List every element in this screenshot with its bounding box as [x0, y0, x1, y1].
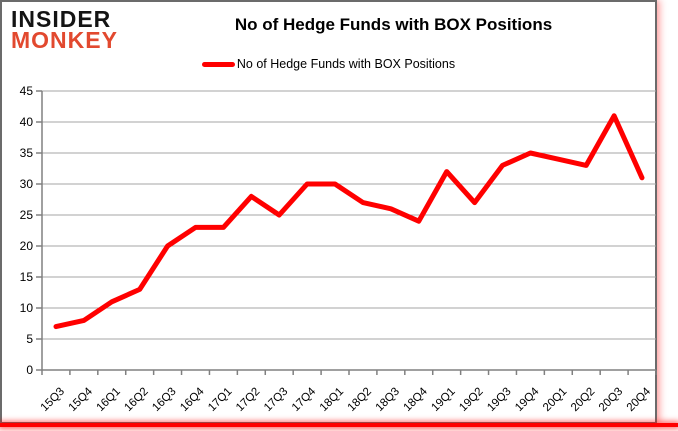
x-axis-tick-label: 20Q1: [541, 386, 569, 414]
red-bottom-border: [0, 423, 678, 427]
y-axis-tick-label: 30: [20, 177, 34, 191]
x-axis-tick-label: 19Q3: [485, 386, 513, 414]
x-axis-tick-label: 20Q3: [597, 386, 625, 414]
y-axis-tick-label: 0: [26, 363, 33, 377]
y-axis-tick-label: 35: [20, 146, 34, 160]
y-axis-tick-label: 15: [20, 270, 34, 284]
x-axis-tick-label: 16Q1: [95, 386, 123, 414]
x-axis-tick-label: 17Q4: [290, 385, 319, 414]
y-axis-tick-label: 45: [20, 84, 34, 98]
logo-text-insider: INSIDER: [11, 6, 112, 32]
page-title: No of Hedge Funds with BOX Positions: [234, 15, 553, 34]
x-axis-tick-label: 16Q3: [150, 386, 178, 414]
x-axis-tick-label: 20Q2: [569, 386, 597, 414]
y-axis-tick-label: 40: [20, 115, 34, 129]
y-axis-tick-label: 20: [20, 239, 34, 253]
x-axis-tick-label: 18Q4: [402, 385, 431, 414]
chart-area: 0 5 10 15 20 25 30 35 40 45 15Q3 15Q4 16Q1 16Q2 16Q3 16…: [2, 82, 658, 422]
x-axis-tick-label: 16Q2: [122, 386, 150, 414]
x-axis-tick-label: 17Q3: [262, 386, 290, 414]
x-axis-tick-label: 18Q1: [318, 386, 346, 414]
logo-text-monkey: MONKEY: [11, 27, 118, 54]
x-axis-tick-label: 20Q4: [625, 385, 654, 414]
x-axis-tick-label: 15Q3: [39, 386, 67, 414]
legend-label: No of Hedge Funds with BOX Positions: [236, 57, 456, 71]
x-axis-tick-label: 19Q1: [429, 386, 457, 414]
x-axis-tick-label: 17Q2: [234, 386, 262, 414]
x-axis-tick-label: 15Q4: [67, 385, 96, 414]
insider-monkey-logo: INSIDER MONKEY: [11, 6, 118, 54]
y-axis-tick-label: 25: [20, 208, 34, 222]
x-axis-tick-label: 16Q4: [178, 385, 207, 414]
x-axis-tick-label: 18Q3: [374, 386, 402, 414]
y-axis-tick-label: 5: [26, 332, 33, 346]
y-axis-tick-label: 10: [20, 301, 34, 315]
x-axis-tick-label: 19Q2: [457, 386, 485, 414]
legend-line-swatch: [201, 61, 235, 67]
series-line-hedge-funds: [53, 113, 645, 330]
x-axis-tick-label: 17Q1: [206, 386, 234, 414]
x-axis-tick-label: 18Q2: [346, 386, 374, 414]
chart-legend: No of Hedge Funds with BOX Positions: [2, 57, 655, 71]
chart-frame: INSIDER MONKEY No of Hedge Funds with BO…: [0, 0, 657, 424]
x-axis-tick-label: 19Q4: [513, 385, 542, 414]
chart-svg: 0 5 10 15 20 25 30 35 40 45 15Q3 15Q4 16Q1 16Q2 16Q3 16…: [20, 84, 657, 414]
